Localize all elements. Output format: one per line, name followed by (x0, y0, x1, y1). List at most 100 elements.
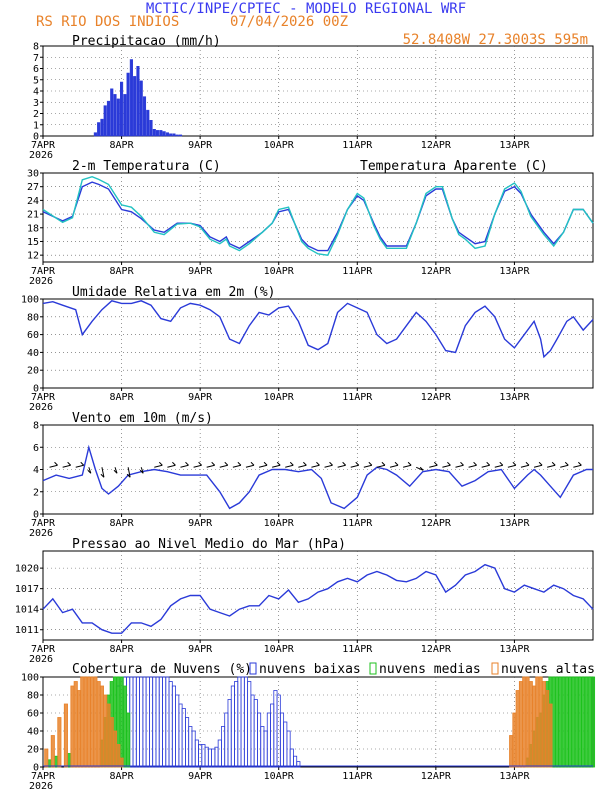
cloud-bar-blue (243, 676, 249, 768)
cloud-bar-orange (548, 703, 553, 768)
cloud-bar-blue (129, 676, 134, 768)
cloud-bar-orange (86, 676, 91, 768)
wind-barb (232, 464, 242, 468)
precip-bar (172, 133, 176, 137)
precip-bar (162, 131, 166, 137)
x-tick-label: 12APR (421, 518, 452, 529)
x-tick-label: 10APR (264, 644, 295, 655)
cloud-bar-blue (227, 699, 232, 768)
y-tick-label: 18 (27, 223, 39, 234)
cloud-bar-orange (109, 717, 114, 768)
y-tick-label: 21 (27, 210, 39, 221)
wind-barb (560, 464, 569, 468)
wind-barb (250, 461, 255, 466)
precip-bar (133, 76, 137, 137)
cloud-bar-orange (119, 757, 124, 768)
wind-barb (520, 464, 530, 468)
cloud-bar-blue (139, 676, 144, 768)
cloud-bar-blue (230, 685, 235, 768)
cloud-bar-blue (178, 703, 183, 768)
series-line (42, 300, 594, 359)
x-tick-label: 11APR (342, 771, 373, 782)
cloud-bar-blue (194, 739, 199, 768)
precip-bar (149, 120, 153, 137)
y-tick-label: 6 (33, 443, 39, 454)
cloud-bar-orange (83, 676, 88, 768)
x-tick-label: 13APR (499, 140, 530, 151)
cloud-bar-orange (70, 685, 75, 768)
x-tick-label: 12APR (421, 771, 452, 782)
precip-bar (103, 105, 107, 137)
y-tick-label: 1 (33, 120, 39, 131)
series-line (42, 175, 594, 256)
legend-entry: nuvens altas (501, 662, 595, 677)
x-tick-label: 11APR (342, 392, 373, 403)
wind-barb (80, 461, 85, 466)
wind-barb (533, 464, 543, 468)
cloud-bar-blue (135, 676, 140, 768)
y-tick-label: 60 (27, 330, 39, 341)
wind-barb (127, 467, 131, 478)
cloud-bar-green (577, 676, 582, 768)
cloud-bar-orange (522, 676, 527, 768)
wind-barb (75, 464, 84, 468)
x-tick-label: 12APR (421, 140, 452, 151)
wind-barb (303, 461, 307, 466)
wind-barb (538, 461, 543, 466)
wind-barb (455, 464, 464, 468)
wind-barb (394, 461, 399, 466)
wind-barb (355, 461, 360, 466)
y-tick-label: 5 (33, 75, 39, 86)
cloud-bar-blue (296, 761, 301, 768)
y-tick-label: 30 (27, 169, 39, 180)
wind-barb (206, 464, 215, 468)
x-tick-label: 11APR (342, 140, 373, 151)
cloud-bar-blue (214, 746, 219, 768)
cloud-bar-blue (211, 748, 216, 768)
year-label: 2026 (29, 402, 53, 413)
y-tick-label: 4 (33, 465, 39, 476)
cloud-bar-blue (201, 744, 206, 768)
wind-barb (158, 461, 163, 466)
wind-barb (342, 461, 346, 466)
x-tick-label: 13APR (499, 644, 530, 655)
x-tick-label: 11APR (342, 518, 373, 529)
precip-bar (123, 94, 127, 137)
y-tick-label: 0 (33, 510, 39, 521)
cloud-bar-orange (509, 735, 514, 768)
y-tick-label: 80 (27, 691, 39, 702)
wind-barb (433, 461, 438, 466)
x-tick-label: 10APR (264, 518, 295, 529)
cloud-bar-green (564, 676, 569, 768)
header-station: RS RIO DOS INDIOS (36, 14, 179, 30)
wind-barb (113, 469, 118, 474)
cloud-bar-blue (165, 676, 170, 768)
wind-barb (494, 464, 503, 468)
x-tick-label: 8APR (110, 266, 135, 277)
precip-bar (146, 109, 150, 137)
precip-bar (156, 130, 160, 137)
wind-barb (67, 461, 71, 466)
precip-bar (106, 100, 111, 137)
y-tick-label: 60 (27, 709, 39, 720)
x-tick-label: 11APR (342, 266, 373, 277)
cloud-bar-orange (63, 703, 68, 768)
cloud-bar-orange (528, 681, 533, 768)
year-label: 2026 (29, 654, 53, 665)
wind-barb (429, 464, 438, 468)
legend-entry: nuvens medias (379, 662, 481, 677)
x-tick-label: 10APR (264, 771, 295, 782)
x-tick-label: 7APR (31, 140, 56, 151)
cloud-bar-blue (224, 712, 229, 768)
pressure-panel: 1011 1014 1017 1020 7APR 8APR 9APR 10APR 11APR 12… (15, 537, 594, 665)
wind-barb (276, 461, 281, 466)
wind-barb (507, 464, 517, 468)
wind-panel: 0 2 4 6 8 7APR 8APR 9APR 10APR 11APR 12APR 13APR 202… (29, 411, 594, 539)
panel-title: Umidade Relativa em 2m (%) (72, 285, 276, 300)
x-tick-label: 8APR (110, 518, 135, 529)
precip-bar (110, 88, 114, 137)
cloud-bar-green (54, 755, 59, 768)
y-tick-label: 4 (33, 87, 39, 98)
legend-entry: nuvens baixas (259, 662, 361, 677)
